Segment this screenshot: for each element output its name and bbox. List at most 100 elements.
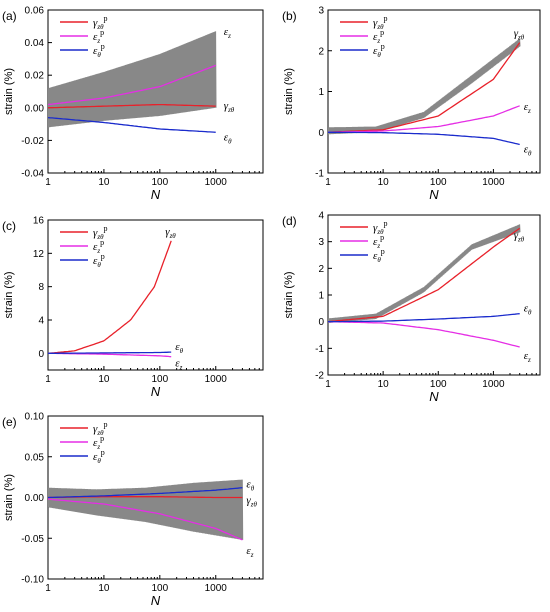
series-line-0 [48, 103, 216, 109]
series-line-0 [328, 227, 521, 323]
y-tick-label: 0.10 [25, 412, 45, 423]
x-tick-label: 10 [98, 583, 110, 594]
y-tick-label: 16 [33, 216, 45, 227]
series-line-0 [48, 240, 172, 354]
series-line-2 [48, 116, 216, 133]
y-tick-label: -0.02 [21, 136, 44, 147]
legend-label-1: εzp [93, 28, 104, 45]
cyclic-strain-band [48, 31, 217, 128]
curve-annotation-0: εθ [246, 479, 254, 493]
legend-label-2: εθp [93, 42, 105, 59]
legend-label-1: εzp [373, 233, 384, 250]
legend-label-0: γzθp [93, 14, 108, 31]
y-tick-label: 1 [318, 87, 324, 98]
curve-annotation-0: γzθ [165, 226, 176, 240]
legend-label-2: εθp [93, 448, 105, 465]
series-line-2 [48, 487, 243, 499]
x-tick-label: 10 [378, 379, 390, 390]
y-axis-label: strain (%) [3, 271, 15, 318]
y-tick-label: -0.10 [21, 575, 44, 586]
curve-annotation-2: εθ [224, 131, 232, 145]
y-tick-label: 0.05 [25, 452, 45, 463]
curve-annotation-0: γzθ [514, 28, 525, 42]
y-tick-label: 12 [33, 249, 45, 260]
x-axis-label: N [151, 593, 161, 608]
x-tick-label: 1 [45, 374, 51, 385]
x-tick-label: 1000 [205, 374, 228, 385]
plot-area [48, 31, 217, 133]
series-line-0 [328, 42, 521, 133]
plot-area [48, 479, 244, 541]
x-tick-label: 1 [325, 177, 331, 188]
x-axis-label: N [429, 187, 439, 202]
curve-annotation-1: εz [524, 101, 531, 115]
series-line-1 [48, 498, 243, 541]
x-tick-label: 1 [325, 379, 331, 390]
series-line-2 [48, 351, 172, 354]
x-axis-label: N [151, 384, 161, 399]
y-tick-label: -0.04 [21, 169, 44, 180]
panel-label: (e) [2, 415, 17, 429]
series-line-2 [328, 313, 520, 323]
y-axis-label: strain (%) [283, 271, 295, 318]
y-tick-label: 0.04 [25, 38, 45, 49]
curve-annotation-2: εz [246, 545, 253, 559]
legend-label-0: γzθp [373, 219, 388, 236]
curve-annotation-0: γzθ [514, 229, 525, 243]
curve-annotation-1: εθ [175, 341, 183, 355]
x-tick-label: 100 [151, 177, 168, 188]
cyclic-strain-band [328, 224, 521, 324]
y-tick-label: 0.00 [25, 493, 45, 504]
x-tick-label: 100 [430, 177, 447, 188]
x-tick-label: 1000 [482, 379, 505, 390]
x-tick-label: 1000 [482, 177, 505, 188]
legend-label-2: εθp [373, 247, 385, 264]
x-tick-label: 1 [45, 583, 51, 594]
plot-frame [47, 219, 264, 371]
y-tick-label: -2 [315, 371, 324, 382]
y-tick-label: 0 [38, 349, 44, 360]
cyclic-strain-band [48, 479, 244, 540]
y-tick-label: 4 [38, 316, 44, 327]
legend-label-2: εθp [373, 42, 385, 59]
y-axis-label: strain (%) [3, 474, 15, 521]
legend-label-0: γzθp [373, 14, 388, 31]
y-tick-label: 1 [318, 291, 324, 302]
curve-annotation-1: γzθ [246, 495, 257, 509]
series-line-1 [48, 64, 216, 106]
x-tick-label: 10 [98, 177, 110, 188]
x-tick-label: 10 [378, 177, 390, 188]
x-tick-label: 100 [430, 379, 447, 390]
y-tick-label: 2 [318, 46, 324, 57]
legend-label-1: εzp [93, 238, 104, 255]
legend-label-0: γzθp [93, 420, 108, 437]
panel-label: (b) [282, 9, 297, 23]
legend-label-1: εzp [373, 28, 384, 45]
y-tick-label: 0.06 [25, 6, 45, 17]
series-line-2 [328, 131, 520, 146]
panel-label: (a) [2, 9, 17, 23]
panel-label: (d) [282, 214, 297, 228]
curve-annotation-2: εθ [524, 143, 532, 157]
legend-label-1: εzp [93, 434, 104, 451]
y-tick-label: -1 [315, 169, 324, 180]
plot-area [328, 224, 521, 348]
y-tick-label: 2 [318, 264, 324, 275]
x-tick-label: 1000 [205, 583, 228, 594]
x-tick-label: 100 [151, 583, 168, 594]
series-line-1 [328, 105, 520, 133]
series-line-1 [328, 321, 520, 348]
plot-area [48, 240, 172, 358]
y-tick-label: 3 [318, 6, 324, 17]
curve-annotation-2: εz [175, 358, 182, 372]
x-tick-label: 100 [151, 374, 168, 385]
y-tick-label: 3 [318, 237, 324, 248]
x-axis-label: N [429, 389, 439, 404]
x-tick-label: 1000 [205, 177, 228, 188]
y-axis-label: strain (%) [283, 68, 295, 115]
panel-label: (c) [2, 219, 16, 233]
chart-panel-1: (a) 1 10 100 1000 -0.04 -0.02 0.00 0.02 0.04 0.06 N… [2, 6, 264, 202]
